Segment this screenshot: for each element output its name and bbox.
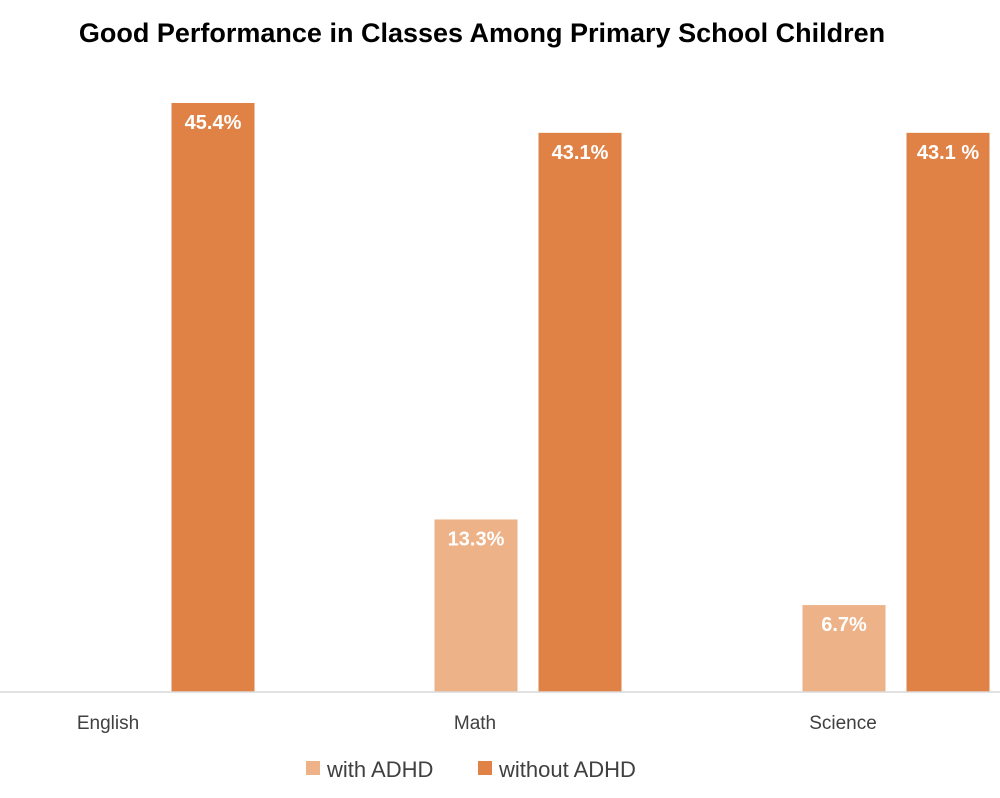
x-tick-label-science: Science xyxy=(809,713,877,734)
x-tick-label-english: English xyxy=(77,713,139,734)
data-label-with-adhd-science: 6.7% xyxy=(821,614,867,636)
legend-swatch-without-adhd xyxy=(478,761,492,775)
data-label-with-adhd-math: 13.3% xyxy=(448,528,505,550)
bar-without-adhd-english xyxy=(171,103,255,692)
bar-with-adhd-math xyxy=(434,519,518,692)
x-axis-ticks: English Math Science xyxy=(77,713,877,734)
bar-without-adhd-math xyxy=(538,132,622,692)
bar-with-adhd-science xyxy=(802,605,886,692)
legend-label-with-adhd: with ADHD xyxy=(326,757,433,782)
bars-layer: 13.3% 6.7% 45.4% 43.1% 43.1 % xyxy=(171,103,990,692)
chart-title: Good Performance in Classes Among Primar… xyxy=(79,18,885,48)
data-label-without-adhd-math: 43.1% xyxy=(552,142,609,164)
legend-label-without-adhd: without ADHD xyxy=(498,757,636,782)
data-label-without-adhd-english: 45.4% xyxy=(185,112,242,134)
data-label-without-adhd-science: 43.1 % xyxy=(917,142,979,164)
bar-without-adhd-science xyxy=(906,132,990,692)
legend: with ADHD without ADHD xyxy=(306,757,636,782)
x-tick-label-math: Math xyxy=(454,713,496,734)
legend-swatch-with-adhd xyxy=(306,761,320,775)
